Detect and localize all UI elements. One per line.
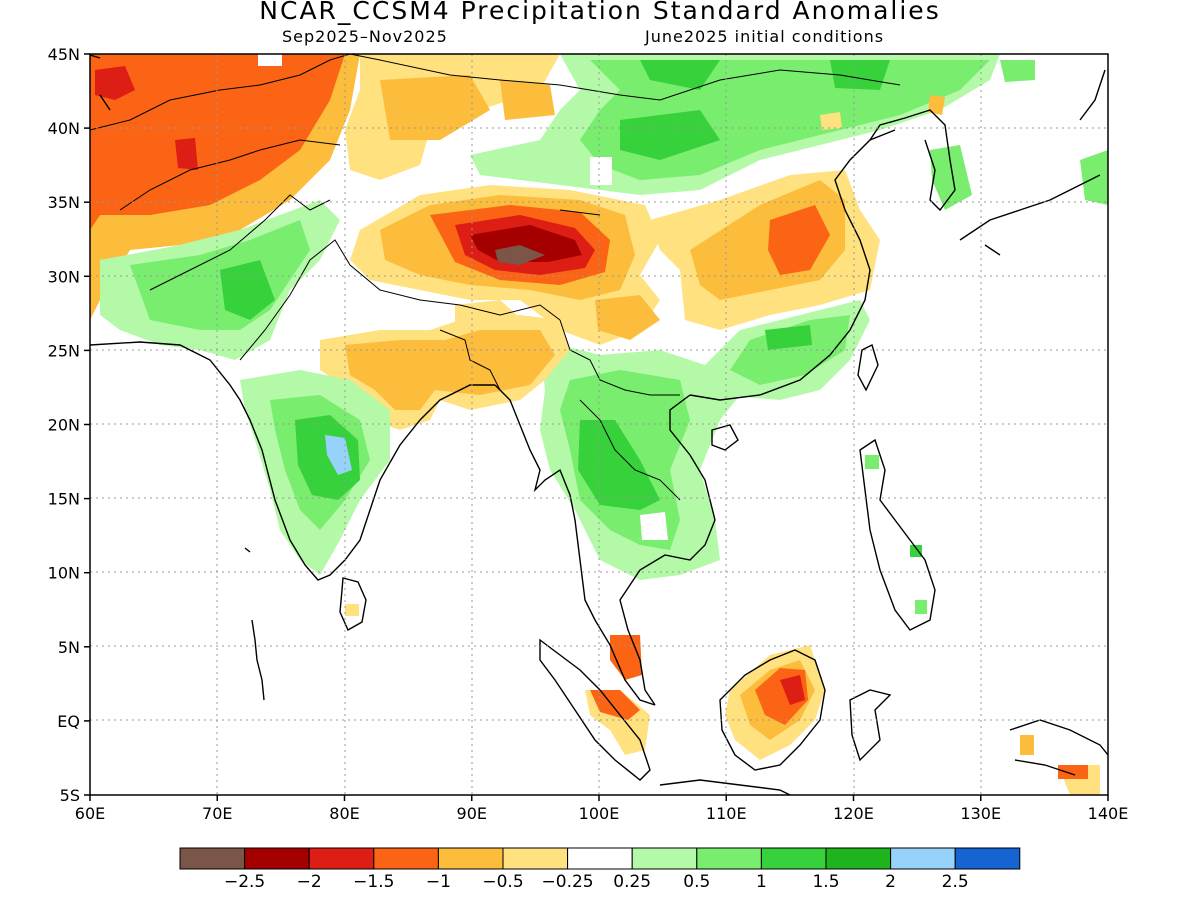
map-title: NCAR_CCSM4 Precipitation Standard Anomal… (259, 0, 941, 25)
lat-tick-label: 5S (60, 786, 80, 805)
colorbar-swatch (631, 847, 698, 870)
grid-lines (90, 54, 1108, 795)
colorbar-label: −1 (426, 872, 451, 892)
lat-tick-label: 40N (48, 119, 80, 138)
colorbar-swatch (954, 847, 1021, 870)
longitude-axis: 60E 70E 80E 90E 100E 110E 120E 130E 140E (75, 795, 1129, 823)
lat-tick-label: 35N (48, 193, 80, 212)
colorbar-swatch (502, 847, 569, 870)
colorbar-swatch (244, 847, 310, 870)
colorbar-swatch (437, 847, 504, 870)
colorbar-swatch (696, 847, 762, 870)
colorbar-label: −0.25 (542, 872, 594, 892)
colorbar-label: −0.5 (482, 872, 523, 892)
lon-tick-label: 110E (706, 804, 747, 823)
colorbar-swatch (825, 847, 892, 870)
colorbar-label: −1.5 (353, 872, 394, 892)
colorbar-swatch (760, 847, 827, 870)
lat-tick-label: 5N (58, 638, 80, 657)
init-conditions-subtitle: June2025 initial conditions (645, 27, 885, 46)
colorbar-label: 1.5 (812, 872, 839, 892)
lon-tick-label: 100E (579, 804, 620, 823)
colorbar-swatch (373, 847, 439, 870)
lat-tick-label: 10N (48, 564, 80, 583)
lon-tick-label: 60E (75, 804, 105, 823)
colorbar-swatch (890, 847, 956, 870)
lat-tick-label: EQ (57, 712, 80, 731)
colorbar-swatch (308, 847, 375, 870)
colorbar-label: 0.25 (613, 872, 651, 892)
colorbar-label: 1 (756, 872, 767, 892)
coastlines (90, 54, 1108, 795)
lat-tick-label: 30N (48, 267, 80, 286)
lat-tick-label: 20N (48, 416, 80, 435)
colorbar-label: 2 (885, 872, 896, 892)
colorbar-swatch (179, 847, 246, 870)
lon-tick-label: 70E (202, 804, 232, 823)
colorbar-label: 2.5 (942, 872, 969, 892)
colorbar-label: 0.5 (683, 872, 710, 892)
colorbar: −2.5 −2 −1.5 −1 −0.5 −0.25 0.25 0.5 1 1.5 2 2.5 (179, 847, 1021, 892)
lat-tick-label: 45N (48, 45, 80, 64)
lat-tick-label: 25N (48, 341, 80, 360)
season-subtitle: Sep2025–Nov2025 (282, 27, 448, 46)
latitude-axis: 45N 40N 35N 30N 25N 20N 15N 10N 5N EQ 5S (48, 45, 90, 805)
lon-tick-label: 140E (1088, 804, 1129, 823)
colorbar-label: −2 (297, 872, 322, 892)
anomaly-field (90, 54, 1108, 795)
lon-tick-label: 80E (329, 804, 359, 823)
lon-tick-label: 130E (960, 804, 1001, 823)
colorbar-swatch (567, 847, 633, 870)
lat-tick-label: 15N (48, 490, 80, 509)
colorbar-label: −2.5 (224, 872, 265, 892)
lon-tick-label: 120E (833, 804, 874, 823)
lon-tick-label: 90E (457, 804, 487, 823)
